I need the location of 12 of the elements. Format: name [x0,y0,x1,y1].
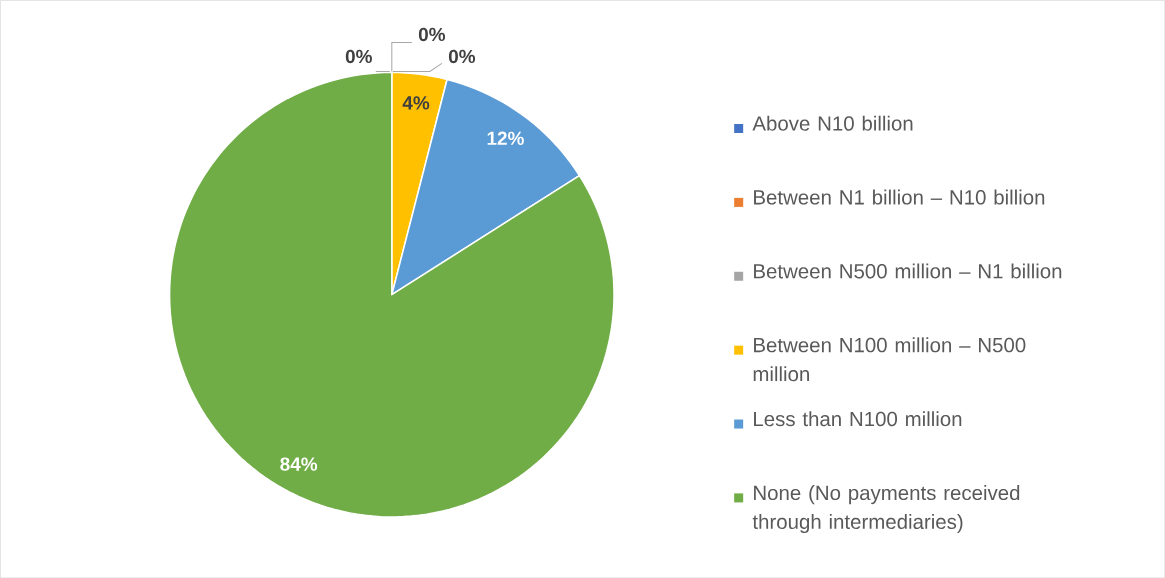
legend-label: Between N500 million – N1 billion [754,263,1062,279]
legend-label: Above N10 billion [752,115,913,131]
data-label: 84% [280,457,318,471]
text: 0% [448,49,476,63]
data-label: 12% [487,131,524,145]
legend-label: Between N1 billion – N10 billion [754,189,1045,205]
data-label: 4% [402,96,430,110]
text: 0% [418,27,446,41]
legend-label: Between N100 million – N500 million [753,337,1026,382]
legend-label: Less than N100 million [754,411,962,427]
text: 0% [345,49,372,63]
legend-label: None (No payments received through intermediaries) [752,484,1020,533]
